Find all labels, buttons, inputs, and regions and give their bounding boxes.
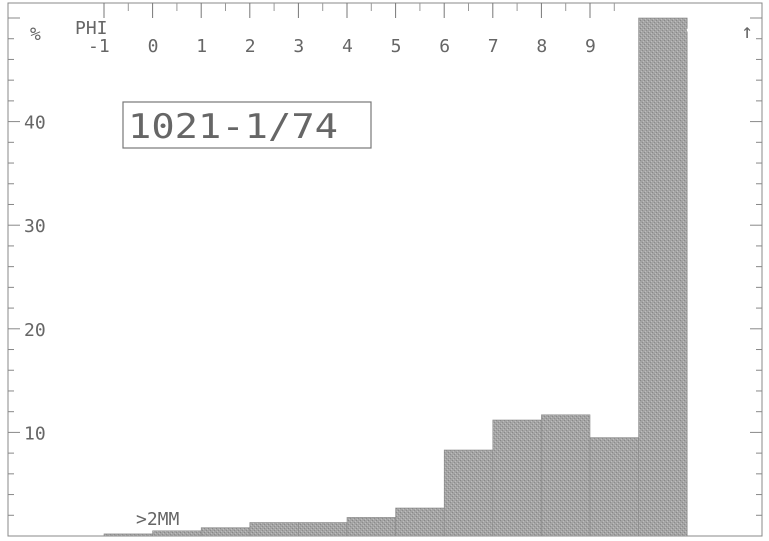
bar-phi-0-to-1 xyxy=(152,530,202,537)
x-tick-label: 3 xyxy=(293,36,304,57)
x-tick-label: 8 xyxy=(536,36,547,57)
bar-phi-2-to-3 xyxy=(249,522,299,537)
bar-phi-1-to-2 xyxy=(200,527,251,537)
x-tick-label: -1 xyxy=(88,36,110,57)
y-axis-label: % xyxy=(30,24,41,45)
coarse-fraction-label: >2MM xyxy=(136,509,180,530)
sample-id: 1021-1/74 xyxy=(128,107,338,147)
bars-layer xyxy=(103,17,688,537)
x-tick-label: 1 xyxy=(196,36,207,57)
y-tick-label: 30 xyxy=(24,216,46,237)
bar-phi-9-to-10 xyxy=(589,437,639,537)
bar-phi-6-to-7 xyxy=(443,449,494,537)
y-tick-label: 20 xyxy=(24,320,46,341)
y-tick-label: 40 xyxy=(24,113,46,134)
bar-phi-4-to-5 xyxy=(346,517,396,537)
bar-phi-3-to-4 xyxy=(298,522,348,537)
bar-phi-5-to-6 xyxy=(395,507,445,537)
x-tick-label: 9 xyxy=(585,36,596,57)
y-tick-label: 10 xyxy=(24,423,46,444)
sample-id-box xyxy=(122,101,372,149)
fine-fraction-label: <2 xyxy=(686,19,709,41)
x-tick-label: 2 xyxy=(245,36,256,57)
bar-phi-7-to-8 xyxy=(492,419,542,537)
x-tick-label: 4 xyxy=(342,36,353,57)
bar-phi-8-to-9 xyxy=(541,414,591,537)
bar-phi-10-to-11 xyxy=(638,17,688,537)
bar-phi--1-to-0 xyxy=(103,533,153,537)
x-tick-label: 0 xyxy=(148,36,159,57)
x-tick-label: 6 xyxy=(439,36,450,57)
overflow-arrow-icon: ↑ xyxy=(741,19,753,43)
x-axis-label: PHI xyxy=(75,18,108,39)
x-tick-label: 5 xyxy=(391,36,402,57)
x-tick-label: 7 xyxy=(488,36,499,57)
ticks-layer: -1 0 1 2 3 4 5 6 7 8 9 10 20 30 40 xyxy=(8,3,762,516)
